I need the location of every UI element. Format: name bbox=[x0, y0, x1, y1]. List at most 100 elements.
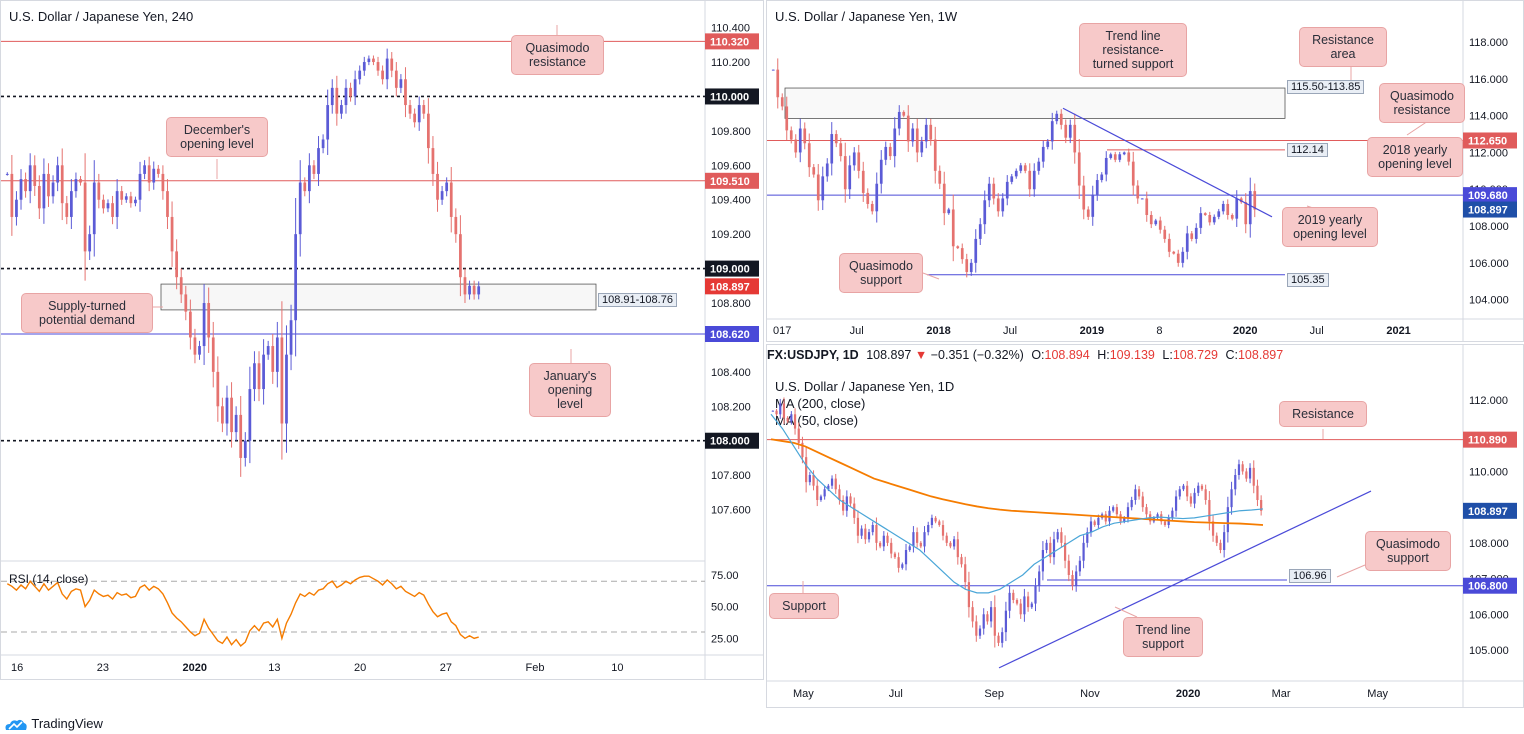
p3-candle bbox=[823, 489, 826, 497]
p1-candle bbox=[381, 70, 384, 80]
y-tick-label: 112.000 bbox=[1469, 147, 1508, 159]
p1-candle bbox=[367, 58, 371, 63]
price-plot-1w[interactable]: 118.000116.000114.000112.000110.000108.0… bbox=[767, 1, 1524, 342]
p1-candle bbox=[65, 203, 69, 217]
p3-candle bbox=[838, 489, 841, 500]
p1-candle bbox=[413, 113, 417, 123]
p1-candle bbox=[449, 182, 453, 217]
x-tick-label: 8 bbox=[1156, 325, 1162, 337]
p3-candle bbox=[897, 557, 900, 568]
p3-candle bbox=[882, 535, 885, 547]
p1-candle bbox=[436, 173, 439, 200]
p2-candle bbox=[1127, 152, 1131, 162]
price-plot-240[interactable]: 110.400 110.200 110.000 109.800 109.600 109.4… bbox=[1, 1, 764, 680]
y-tick-label: 108.000 bbox=[1469, 538, 1509, 550]
p2-candle bbox=[1149, 215, 1153, 225]
p3-candle bbox=[1045, 542, 1048, 550]
p1-candle bbox=[404, 79, 407, 106]
p2-candle bbox=[897, 111, 901, 129]
p3-candle bbox=[956, 539, 959, 558]
p3-candle bbox=[1089, 521, 1093, 533]
p1-candle bbox=[266, 346, 270, 355]
p1-candle bbox=[115, 191, 119, 217]
p2-candle bbox=[1163, 229, 1167, 239]
change: −0.351 (−0.32%) bbox=[930, 348, 1024, 362]
p3-candle bbox=[771, 410, 774, 412]
p2-candle bbox=[933, 139, 937, 171]
p2-candle bbox=[888, 146, 892, 157]
p3-candle bbox=[871, 525, 874, 533]
p3-candle bbox=[953, 539, 956, 547]
p2-candle bbox=[920, 141, 924, 153]
y-tick-label: 108.400 bbox=[711, 367, 751, 379]
p3-candle bbox=[1012, 592, 1015, 600]
p1-candle bbox=[426, 113, 430, 149]
p3-candle bbox=[1093, 521, 1096, 525]
p3-candle bbox=[1019, 603, 1022, 615]
p1-candle bbox=[454, 216, 458, 235]
p2-candle bbox=[861, 170, 865, 193]
p2-candle bbox=[1230, 215, 1234, 219]
p3-candle bbox=[1208, 500, 1211, 522]
p3-candle bbox=[1171, 510, 1174, 518]
price-tag bbox=[705, 326, 759, 342]
ma200-line bbox=[770, 438, 1264, 526]
p3-candle bbox=[879, 542, 882, 547]
price-tag bbox=[1463, 201, 1517, 218]
p1-candle bbox=[340, 105, 343, 114]
p2-candle bbox=[1176, 253, 1180, 263]
p3-candle bbox=[1008, 592, 1011, 611]
p3-candle bbox=[1115, 507, 1118, 515]
p2-candle bbox=[879, 159, 883, 184]
p2-candle bbox=[789, 130, 793, 140]
p2-candle bbox=[1046, 141, 1050, 147]
p3-candle bbox=[989, 607, 993, 622]
symbol-header: FX:USDJPY, 1D 108.897 ▼ −0.351 (−0.32%) … bbox=[767, 348, 1284, 362]
p3-candle bbox=[890, 542, 893, 554]
p1-candle bbox=[207, 303, 211, 338]
price-tag-label: 109.000 bbox=[710, 264, 750, 276]
tradingview-logo[interactable]: TradingView bbox=[4, 716, 103, 732]
p1-candle bbox=[399, 79, 403, 88]
p3-candle bbox=[875, 525, 878, 543]
p2-candle bbox=[1118, 154, 1122, 160]
y-tick-label: 109.400 bbox=[711, 195, 751, 207]
p3-candle bbox=[886, 535, 889, 543]
p3-candle bbox=[938, 521, 941, 525]
p3-candle bbox=[1049, 542, 1052, 558]
p3-candle bbox=[1130, 500, 1133, 508]
rsi-tick-label: 25.00 bbox=[711, 633, 739, 645]
p1-candle bbox=[88, 234, 92, 252]
p3-candle bbox=[945, 535, 948, 543]
chart-panel-240[interactable]: U.S. Dollar / Japanese Yen, 240 110.400 1… bbox=[0, 0, 764, 680]
x-tick-label: May bbox=[793, 688, 814, 700]
x-tick-label: 2020 bbox=[1233, 325, 1257, 337]
y-tick-label: 106.000 bbox=[1469, 609, 1509, 621]
p1-candle bbox=[362, 62, 366, 71]
p1-candle bbox=[184, 294, 188, 312]
price-plot-1d[interactable]: 112.000111.000110.000109.000108.000107.0… bbox=[767, 345, 1524, 708]
p1-candle bbox=[143, 165, 146, 174]
p2-candle bbox=[947, 209, 951, 214]
p3-candle bbox=[1041, 550, 1045, 572]
p1-candle bbox=[134, 199, 137, 204]
annotation-quasimodo-resistance: Quasimodo resistance bbox=[511, 35, 604, 75]
p3-candle bbox=[1004, 610, 1008, 633]
p1-candle bbox=[179, 277, 183, 295]
p2-candle bbox=[1172, 251, 1176, 254]
x-tick-label: Jul bbox=[889, 688, 903, 700]
p2-candle bbox=[1113, 154, 1117, 160]
chart-panel-1w[interactable]: U.S. Dollar / Japanese Yen, 1W 118.000 11… bbox=[766, 0, 1524, 342]
p2-candle bbox=[1221, 203, 1225, 212]
y-tick-label: 104.000 bbox=[1469, 295, 1509, 307]
p3-candle bbox=[993, 607, 996, 636]
p3-candle bbox=[967, 582, 971, 608]
p1-candle bbox=[303, 182, 307, 192]
last-price: 108.897 bbox=[866, 348, 912, 362]
p2-candle bbox=[951, 209, 955, 247]
p3-candle bbox=[901, 564, 904, 568]
price-tag-label: 110.320 bbox=[710, 36, 749, 48]
p3-candle bbox=[964, 564, 967, 583]
p3-candle bbox=[978, 628, 982, 636]
chart-panel-1d[interactable]: FX:USDJPY, 1D 108.897 ▼ −0.351 (−0.32%) … bbox=[766, 344, 1524, 708]
